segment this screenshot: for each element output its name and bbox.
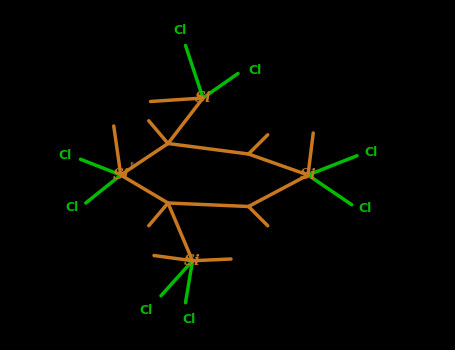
Text: Cl: Cl — [365, 146, 378, 159]
Text: Si: Si — [195, 91, 212, 105]
Text: Si: Si — [184, 254, 201, 268]
Text: Si: Si — [300, 168, 316, 182]
Text: Cl: Cl — [139, 304, 152, 317]
Text: Cl: Cl — [174, 24, 187, 37]
Text: Cl: Cl — [182, 313, 196, 326]
Text: Cl: Cl — [59, 149, 72, 162]
Text: Cl: Cl — [248, 63, 262, 77]
Text: II: II — [130, 162, 135, 171]
Text: Cl: Cl — [66, 201, 79, 214]
Text: Si: Si — [112, 168, 129, 182]
Text: Cl: Cl — [359, 202, 372, 216]
